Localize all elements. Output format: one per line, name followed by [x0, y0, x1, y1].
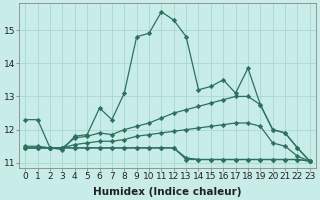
X-axis label: Humidex (Indice chaleur): Humidex (Indice chaleur) [93, 187, 242, 197]
